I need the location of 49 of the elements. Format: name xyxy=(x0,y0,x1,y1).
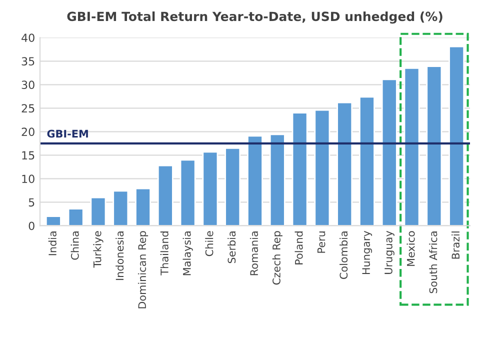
x-tick-label: Brazil xyxy=(452,232,460,259)
y-tick-label: 10 xyxy=(22,174,34,184)
bar xyxy=(292,112,308,226)
y-tick-label: 0 xyxy=(28,222,34,230)
x-tick-label: India xyxy=(48,232,56,256)
y-tick-label: 25 xyxy=(22,104,34,113)
x-tick-label: Malaysia xyxy=(182,232,193,276)
x-tick-label: China xyxy=(70,232,79,260)
x-tick-label: Peru xyxy=(317,232,326,253)
bar xyxy=(157,164,174,226)
x-tick-label: Turkiye xyxy=(93,231,104,268)
x-tick-label: Mexico xyxy=(406,231,415,266)
x-tick-label: Serbia xyxy=(228,232,236,264)
x-tick-label: Colombia xyxy=(340,232,348,279)
y-tick-label: 15 xyxy=(22,151,34,160)
y-tick-label: 40 xyxy=(22,34,34,42)
bar xyxy=(224,147,241,226)
bar xyxy=(180,159,196,226)
bar xyxy=(448,46,465,226)
y-tick-label: 35 xyxy=(22,57,34,66)
x-tick-label: Uruguay xyxy=(384,230,394,274)
bar xyxy=(381,78,398,226)
bar xyxy=(45,216,62,226)
bar xyxy=(359,96,375,226)
y-tick-label: 30 xyxy=(22,80,34,90)
x-tick-label: Indonesia xyxy=(116,232,124,280)
x-tick-label: Czech Rep xyxy=(272,231,282,285)
bar xyxy=(202,151,218,226)
x-tick-label: Dominican Rep xyxy=(138,231,148,308)
x-tick-label: Chile xyxy=(205,231,214,256)
chart-title: GBI-EM Total Return Year-to-Date, USD unhedged (%) xyxy=(67,11,442,24)
y-tick-label: 5 xyxy=(28,198,34,207)
bar xyxy=(314,109,330,226)
x-tick-label: Thailand xyxy=(160,232,168,276)
bar xyxy=(112,190,129,226)
x-tick-label: Hungary xyxy=(362,230,372,274)
bar xyxy=(68,208,84,226)
bar xyxy=(336,102,353,226)
bar xyxy=(404,67,420,226)
x-tick-label: Romania xyxy=(250,232,258,276)
ref-line-label: GBI-EM xyxy=(47,130,88,138)
bar xyxy=(269,134,286,226)
x-tick-label: Poland xyxy=(294,232,303,264)
y-tick-label: 20 xyxy=(22,128,34,136)
bar xyxy=(426,66,442,226)
bar xyxy=(247,135,263,226)
x-tick-label: South Africa xyxy=(429,232,438,294)
bar xyxy=(135,188,151,226)
bar xyxy=(90,196,106,226)
